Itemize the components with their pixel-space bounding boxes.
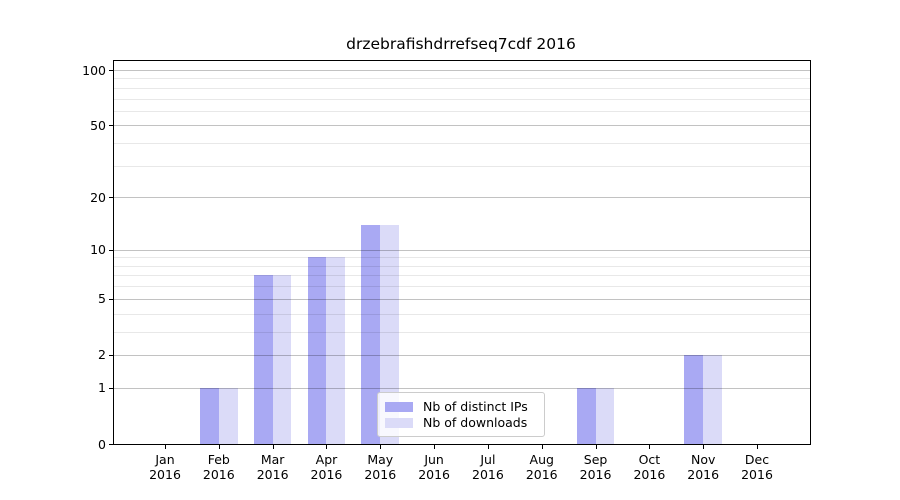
y-tick [109,125,113,127]
x-tick-label-mar: Mar 2016 [256,452,289,482]
bar-nb-of-downloads-apr [326,257,346,444]
bar-nb-of-downloads-may [380,224,400,444]
gridline-minor [114,98,810,100]
x-tick [218,445,220,449]
bar-nb-of-downloads-nov [703,354,722,444]
bar-nb-of-distinct-ips-may [361,224,381,444]
bar-nb-of-downloads-mar [272,275,292,444]
x-tick [487,445,489,449]
y-tick [109,354,113,356]
gridline-minor [114,331,810,333]
bar-nb-of-distinct-ips-apr [307,257,327,444]
y-tick [109,444,113,445]
legend-swatch-downloads-icon [385,417,413,428]
y-tick-label: 20 [90,189,106,205]
y-tick [109,70,113,71]
x-tick [595,445,597,449]
chart-title: drzebrafishdrrefseq7cdf 2016 [346,35,576,53]
y-tick-label: 1 [98,380,106,396]
bar-nb-of-distinct-ips-mar [253,275,273,444]
y-tick-label: 2 [98,347,106,363]
bar-nb-of-distinct-ips-feb [200,387,219,444]
gridline-minor [114,257,810,259]
gridline-major [114,125,810,127]
x-tick [272,445,274,449]
x-tick [703,445,705,449]
x-tick [434,445,436,449]
gridline-major [114,298,810,300]
legend-label-distinct-ips: Nb of distinct IPs [423,399,528,414]
gridline-minor [114,78,810,80]
x-tick-label-feb: Feb 2016 [202,452,235,482]
legend: Nb of distinct IPs Nb of downloads [377,392,545,437]
bar-nb-of-downloads-feb [218,387,238,444]
bar-nb-of-distinct-ips-nov [684,354,704,444]
plot-area [113,60,811,445]
x-tick-label-apr: Apr 2016 [310,452,343,482]
y-tick-label: 50 [90,117,106,133]
y-tick [109,249,113,251]
x-tick [541,445,543,449]
bar-nb-of-distinct-ips-sep [576,387,596,444]
legend-swatch-distinct-ips-icon [385,401,413,412]
gridline-minor [114,265,810,267]
gridline-minor [114,87,810,89]
y-tick-label: 0 [98,436,106,452]
y-tick [109,197,113,199]
gridline-major [114,387,810,389]
gridline-major [114,70,810,71]
y-tick [109,387,113,389]
gridline-major [114,197,810,199]
x-tick [380,445,382,449]
y-tick-label: 10 [90,242,106,258]
x-tick-label-aug: Aug 2016 [525,452,558,482]
x-tick-label-jun: Jun 2016 [418,452,450,482]
x-tick [165,445,166,449]
x-tick [757,445,759,449]
x-tick-label-jan: Jan 2016 [149,452,181,482]
gridline-minor [114,275,810,277]
x-tick-label-nov: Nov 2016 [687,452,720,482]
gridline-minor [114,165,810,167]
x-tick-label-dec: Dec 2016 [741,452,773,482]
x-tick-label-jul: Jul 2016 [472,452,504,482]
bar-nb-of-downloads-sep [595,387,615,444]
x-tick [326,445,328,449]
y-tick-label: 100 [82,62,106,78]
gridline-minor [114,143,810,145]
x-tick-label-may: May 2016 [364,452,397,482]
gridline-major [114,354,810,356]
y-tick-label: 5 [98,291,106,307]
legend-item-downloads: Nb of downloads [385,415,536,430]
gridline-minor [114,286,810,288]
legend-label-downloads: Nb of downloads [423,415,528,430]
legend-item-distinct-ips: Nb of distinct IPs [385,399,536,414]
gridline-minor [114,313,810,315]
x-tick [649,445,651,449]
x-tick-label-sep: Sep 2016 [579,452,612,482]
gridline-major [114,249,810,251]
gridline-minor [114,110,810,112]
x-tick-label-oct: Oct 2016 [633,452,666,482]
y-tick [109,298,113,300]
